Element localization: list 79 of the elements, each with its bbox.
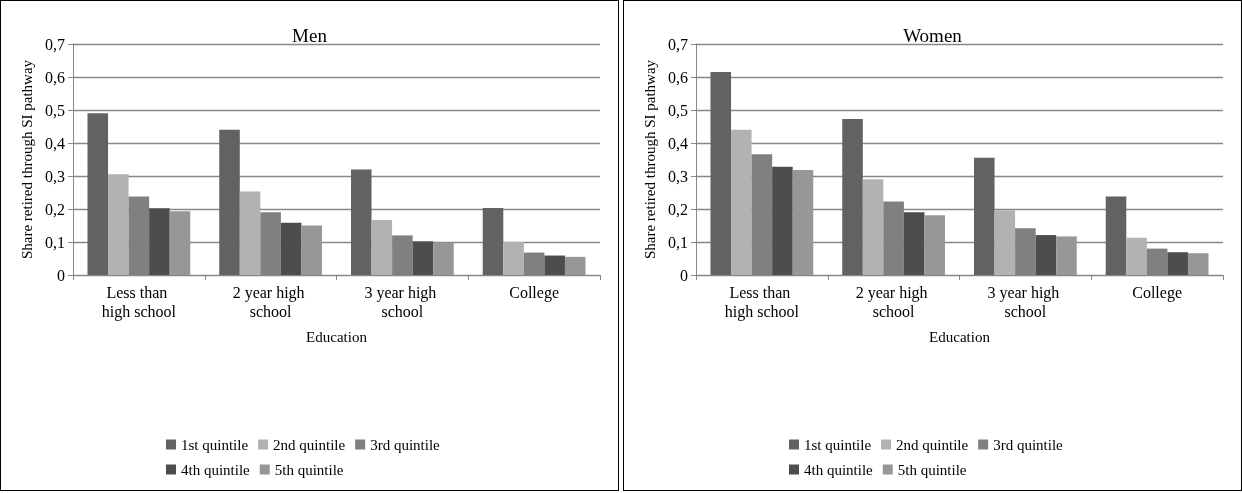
- y-tick-label: 0,6: [45, 68, 65, 86]
- bar: [1146, 248, 1168, 275]
- bar: [1187, 253, 1209, 275]
- y-tick-label: 0: [57, 266, 65, 284]
- legend-label: 2nd quintile: [273, 436, 346, 453]
- x-tick-label: College: [1132, 284, 1183, 302]
- y-tick-label: 0,4: [668, 134, 688, 152]
- x-tick-label: 2 year high school: [232, 284, 309, 320]
- bar: [1167, 252, 1188, 275]
- bar: [219, 129, 240, 275]
- bar: [523, 252, 545, 275]
- y-tick-label: 0,1: [45, 233, 65, 251]
- x-axis-title: Education: [306, 328, 368, 345]
- bar: [87, 113, 109, 275]
- legend-label: 5th quintile: [897, 461, 967, 478]
- bar: [862, 179, 884, 275]
- bar: [433, 242, 454, 275]
- bar: [994, 210, 1016, 275]
- bar: [772, 166, 793, 275]
- bar: [1015, 228, 1036, 275]
- bar: [503, 242, 524, 275]
- bar: [544, 255, 565, 275]
- y-tick-label: 0,6: [668, 68, 688, 86]
- y-tick-label: 0,7: [668, 35, 688, 53]
- x-tick-label: Less than high school: [724, 284, 800, 321]
- bar: [350, 169, 372, 275]
- x-tick-label: College: [509, 284, 560, 302]
- y-tick-label: 0: [680, 266, 688, 284]
- bar: [149, 208, 170, 275]
- bar: [371, 219, 393, 275]
- legend-label: 5th quintile: [274, 461, 344, 478]
- bar: [842, 118, 863, 275]
- bar: [1105, 196, 1127, 275]
- y-tick-label: 0,7: [45, 35, 65, 53]
- bar: [280, 222, 302, 275]
- legend-label: 1st quintile: [804, 436, 872, 453]
- bar: [710, 72, 732, 275]
- bar: [903, 212, 925, 275]
- x-tick-label: Less than high school: [101, 284, 177, 321]
- bar: [392, 235, 413, 275]
- bar: [973, 157, 995, 275]
- x-tick-label: 3 year high school: [987, 284, 1064, 320]
- y-tick-label: 0,1: [668, 233, 688, 251]
- bar: [412, 241, 434, 275]
- y-tick-label: 0,4: [45, 134, 65, 152]
- chart-title: Women: [903, 25, 963, 46]
- bar: [128, 196, 150, 275]
- x-tick-label: 3 year high school: [364, 284, 441, 320]
- bar: [169, 211, 191, 275]
- bar: [1035, 235, 1057, 275]
- legend-label: 4th quintile: [181, 461, 251, 478]
- y-tick-label: 0,3: [45, 167, 65, 185]
- y-tick-label: 0,2: [45, 200, 65, 218]
- chart-title: Men: [292, 25, 328, 46]
- bar: [1126, 237, 1147, 275]
- bar: [482, 208, 504, 275]
- bar: [108, 174, 129, 275]
- bar: [1056, 236, 1077, 275]
- x-axis-title: Education: [929, 328, 991, 345]
- bar: [731, 129, 752, 275]
- legend-label: 3rd quintile: [993, 436, 1064, 453]
- y-axis-title: Share retired through SI pathway: [641, 59, 658, 260]
- bar: [792, 170, 814, 275]
- bar: [751, 154, 773, 275]
- bar: [239, 191, 261, 275]
- bar: [924, 215, 946, 275]
- y-tick-label: 0,2: [668, 200, 688, 218]
- legend-label: 2nd quintile: [896, 436, 969, 453]
- y-axis-title: Share retired through SI pathway: [18, 59, 35, 260]
- bar: [260, 212, 281, 275]
- y-tick-label: 0,5: [45, 101, 65, 119]
- x-tick-label: 2 year high school: [855, 284, 932, 320]
- bar: [301, 225, 323, 275]
- legend-label: 3rd quintile: [370, 436, 441, 453]
- bar: [564, 256, 586, 275]
- y-tick-label: 0,3: [668, 167, 688, 185]
- legend-label: 4th quintile: [804, 461, 874, 478]
- y-tick-label: 0,5: [668, 101, 688, 119]
- legend-label: 1st quintile: [181, 436, 249, 453]
